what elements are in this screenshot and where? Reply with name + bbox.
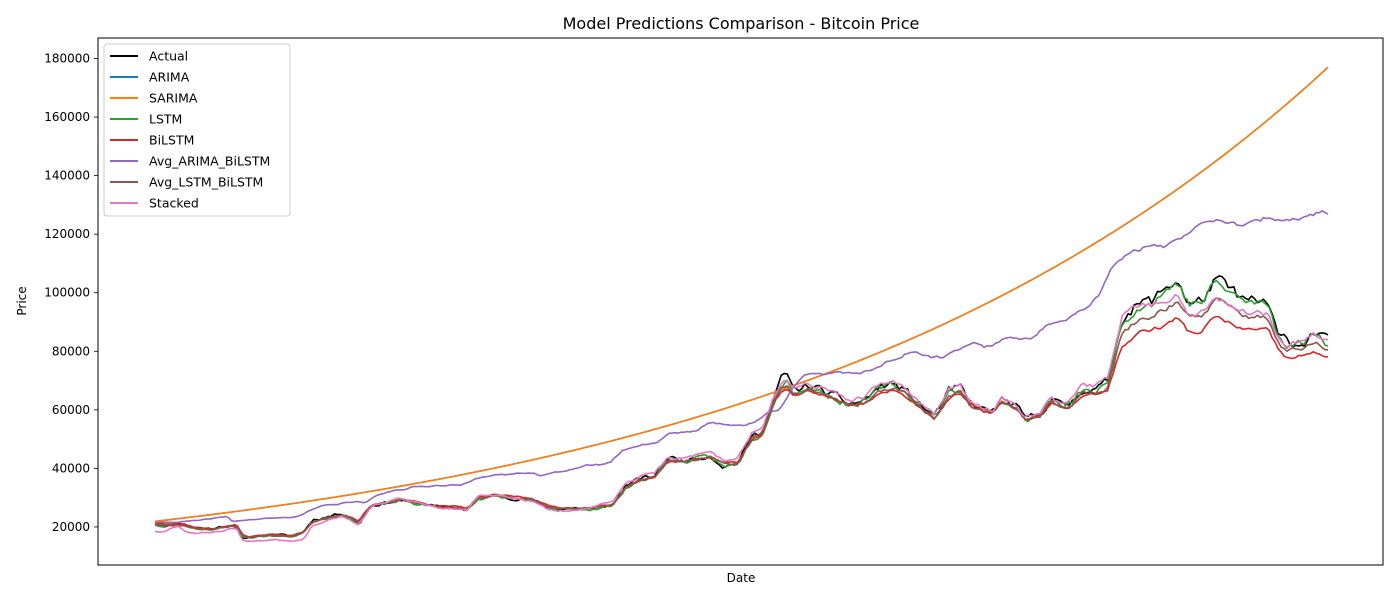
y-tick-label: 100000 [44,286,90,300]
legend-label: Avg_ARIMA_BiLSTM [149,154,270,169]
y-axis-label: Price [15,286,29,315]
y-axis-ticks: 20000 40000 60000 80000 100000 120000 140000 16… [44,51,98,534]
y-tick-label: 160000 [44,110,90,124]
y-tick-label: 40000 [52,461,90,475]
plot-area [97,37,1384,566]
series-line-stacked [154,294,1329,543]
y-tick-label: 60000 [52,403,90,417]
series-layer [154,66,1329,543]
y-tick-label: 180000 [44,51,90,65]
legend-label: ARIMA [149,70,190,85]
series-line-avg-arima-bilstm [154,210,1329,524]
series-line-sarima [154,66,1329,523]
legend: Actual ARIMA SARIMA LSTM BiLSTM Avg_ARIMA_BiL… [103,43,291,217]
y-tick-label: 20000 [52,520,90,534]
legend-label: Stacked [149,196,199,211]
x-axis-label: Date [727,571,756,585]
y-tick-label: 140000 [44,169,90,183]
y-tick-label: 80000 [52,344,90,358]
chart-title: Model Predictions Comparison - Bitcoin P… [563,14,920,33]
legend-label: SARIMA [149,91,198,106]
y-tick-label: 120000 [44,227,90,241]
legend-label: BiLSTM [149,133,194,148]
legend-label: Avg_LSTM_BiLSTM [149,175,263,190]
series-line-avg-lstm-bilstm [154,297,1329,539]
legend-box [103,43,291,217]
legend-label: LSTM [149,112,182,127]
legend-label: Actual [149,49,188,64]
